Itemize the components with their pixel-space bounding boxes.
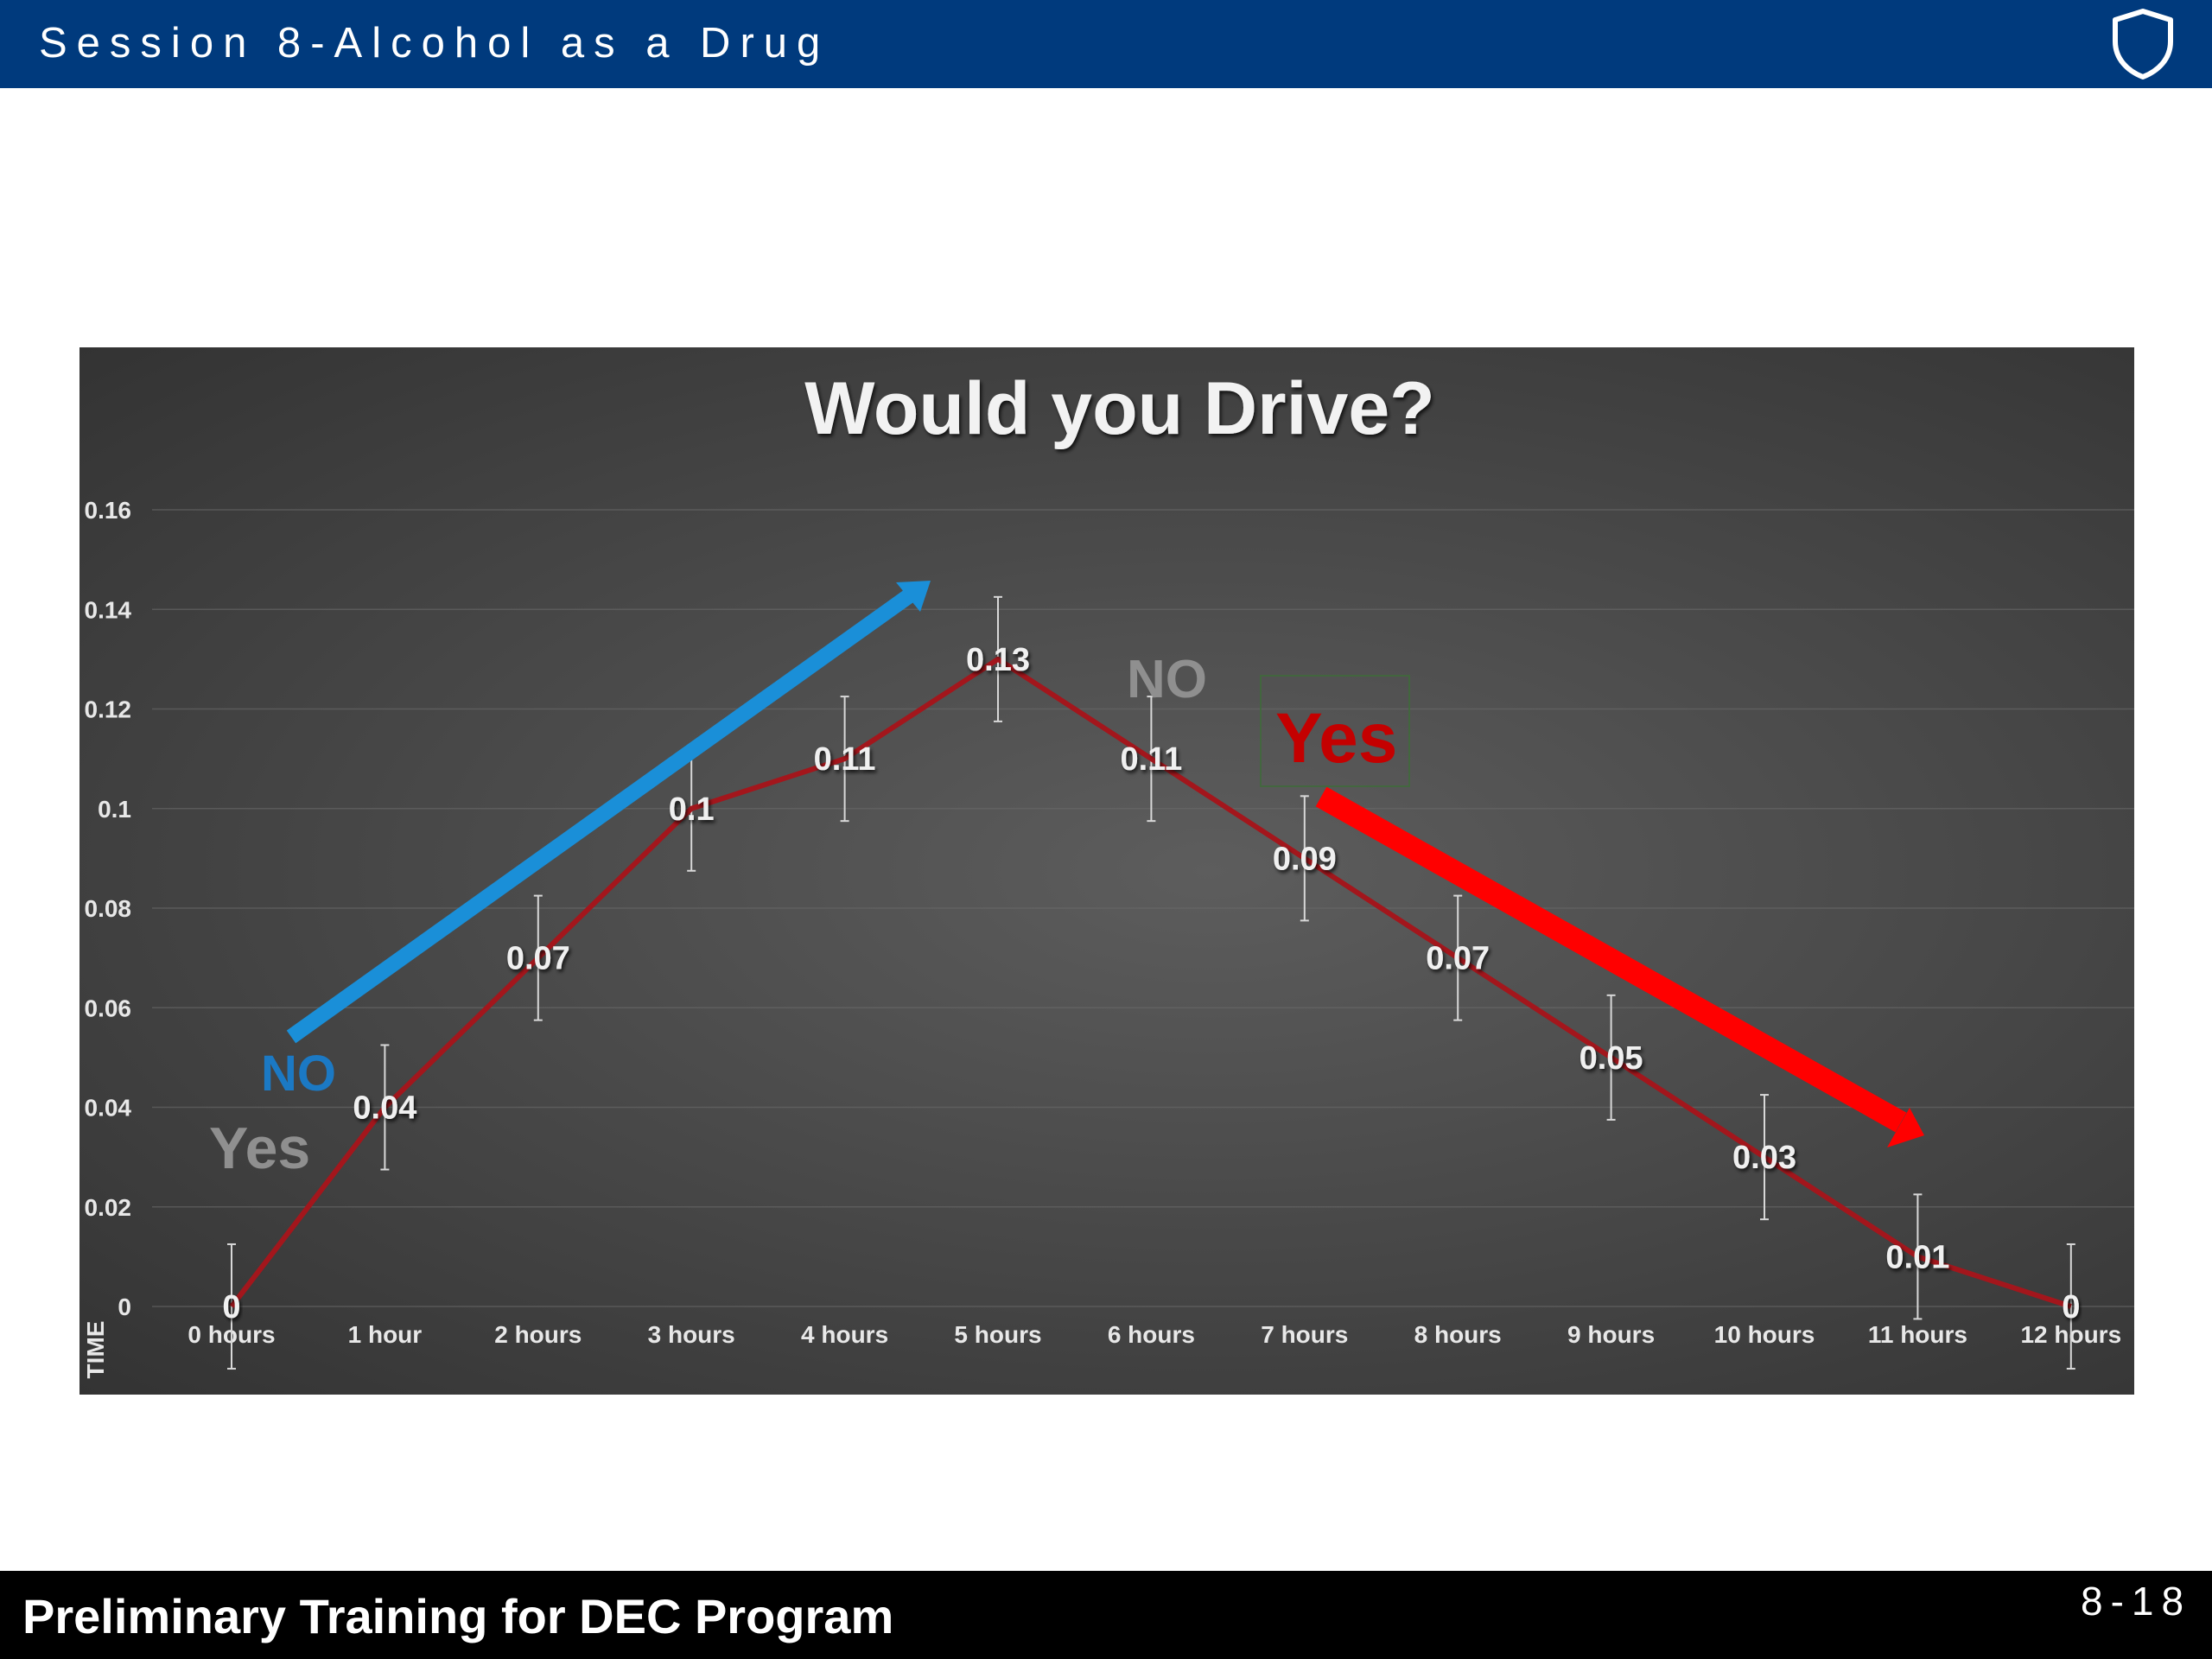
- data-label: 0.01: [1885, 1239, 1949, 1275]
- data-label: 0.05: [1580, 1040, 1643, 1077]
- x-tick-label: 11 hours: [1868, 1321, 1967, 1348]
- annotation-right-no: NO: [1127, 650, 1207, 709]
- bac-series-line: [229, 656, 2072, 1309]
- x-tick-label: 7 hours: [1261, 1321, 1348, 1348]
- x-tick-label: 1 hour: [348, 1321, 423, 1348]
- session-title: Session 8-Alcohol as a Drug: [39, 20, 830, 67]
- x-tick-label: 9 hours: [1567, 1321, 1655, 1348]
- data-label: 0.07: [506, 941, 570, 977]
- annotation-left-yes: Yes: [209, 1116, 310, 1181]
- data-label: 0.04: [353, 1090, 416, 1127]
- annotation-right-yes: Yes: [1275, 699, 1397, 778]
- yes-annotation-box: [1260, 675, 1410, 787]
- chart-title: Would you Drive?: [804, 367, 1434, 450]
- y-tick-label: 0.06: [85, 995, 132, 1021]
- x-tick-label: 3 hours: [648, 1321, 735, 1348]
- x-tick-label: 10 hours: [1714, 1321, 1815, 1348]
- x-tick-label: 4 hours: [801, 1321, 888, 1348]
- header-bar: [0, 0, 2212, 88]
- y-tick-label: 0.1: [98, 796, 131, 823]
- data-label: 0: [222, 1289, 240, 1325]
- data-label: 0.11: [1120, 741, 1182, 778]
- y-tick-label: 0.02: [85, 1194, 132, 1221]
- data-label: 0.1: [669, 791, 715, 828]
- data-label: 0: [2062, 1289, 2080, 1325]
- footer-bar: [0, 1571, 2212, 1659]
- chart-panel: [79, 347, 2134, 1395]
- y-tick-label: 0.14: [85, 596, 132, 623]
- y-tick-label: 0.16: [85, 497, 132, 524]
- data-label: 0.09: [1273, 841, 1337, 877]
- x-axis-label: TIME: [82, 1321, 109, 1379]
- x-tick-label: 5 hours: [954, 1321, 1041, 1348]
- shield-icon: [2113, 9, 2173, 79]
- y-tick-label: 0.08: [85, 895, 132, 922]
- falling-arrow-head: [1887, 1108, 1924, 1147]
- rising-arrow-head: [896, 581, 931, 612]
- program-title: Preliminary Training for DEC Program: [22, 1589, 894, 1643]
- data-label: 0.07: [1426, 941, 1490, 977]
- x-tick-label: 6 hours: [1108, 1321, 1195, 1348]
- y-tick-label: 0: [118, 1294, 131, 1320]
- annotation-left-no: NO: [261, 1046, 336, 1102]
- data-label: 0.03: [1732, 1140, 1796, 1176]
- data-label: 0.11: [814, 741, 876, 778]
- bac-line-chart: 0 0.02 0.04 0.06 0.08 0.1 0.12 0.14 0.16 Would yo…: [82, 367, 2134, 1379]
- x-tick-label: 2 hours: [494, 1321, 582, 1348]
- page-number: 8-18: [2081, 1579, 2192, 1624]
- y-tick-label: 0.04: [85, 1095, 132, 1122]
- x-tick-label: 8 hours: [1414, 1321, 1502, 1348]
- data-label: 0.13: [966, 642, 1030, 678]
- rising-arrow: [286, 586, 918, 1044]
- y-tick-label: 0.12: [85, 696, 132, 723]
- falling-arrow: [1315, 786, 1907, 1133]
